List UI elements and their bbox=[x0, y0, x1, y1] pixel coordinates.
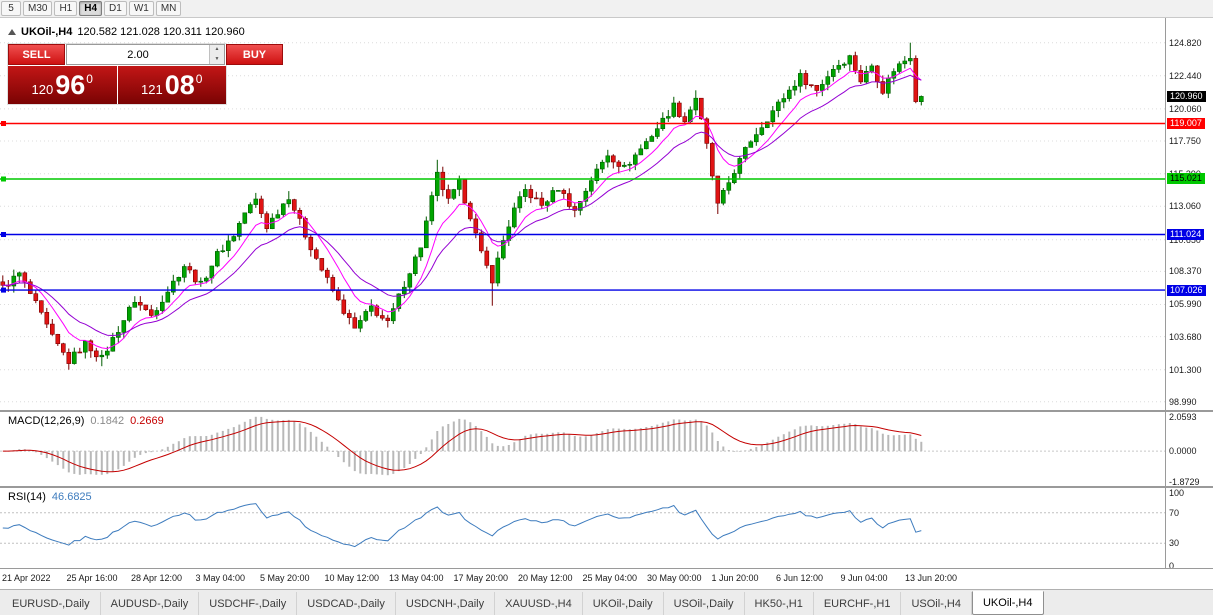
timeframe-button-d1[interactable]: D1 bbox=[104, 1, 127, 16]
timeframe-button-m30[interactable]: M30 bbox=[23, 1, 53, 16]
rsi-scale-label: 70 bbox=[1169, 507, 1180, 518]
time-label: 3 May 04:00 bbox=[195, 573, 246, 583]
volume-spinner: ▲ ▼ bbox=[209, 45, 224, 64]
rsi-value: 46.6825 bbox=[51, 491, 92, 503]
tab-xauusd-h4[interactable]: XAUUSD-,H4 bbox=[495, 592, 583, 615]
macd-scale-label: 2.0593 bbox=[1169, 412, 1197, 422]
buy-button[interactable]: BUY bbox=[226, 44, 283, 65]
price-tick: 105.990 bbox=[1169, 299, 1202, 310]
chart-tab-bar: EURUSD-,Daily AUDUSD-,Daily USDCHF-,Daily U… bbox=[0, 589, 1213, 615]
price-tick: 120.060 bbox=[1169, 103, 1202, 114]
time-label: 20 May 12:00 bbox=[518, 573, 573, 583]
volume-input[interactable] bbox=[67, 45, 209, 64]
macd-scale-label: -1.8729 bbox=[1169, 477, 1200, 488]
bid-ask-display: 120 96 0 121 08 0 bbox=[8, 66, 226, 104]
macd-name: MACD(12,26,9) bbox=[8, 415, 85, 427]
timeframe-button-mn[interactable]: MN bbox=[155, 1, 182, 16]
time-label: 17 May 20:00 bbox=[453, 573, 509, 583]
tab-usoil-h4[interactable]: USOil-,H4 bbox=[901, 592, 972, 615]
tab-ukoil-h4[interactable]: UKOil-,H4 bbox=[971, 591, 1044, 615]
time-label: 10 May 12:00 bbox=[324, 573, 380, 583]
rsi-label: RSI(14) 46.6825 bbox=[6, 491, 94, 503]
time-label: 13 May 04:00 bbox=[389, 573, 444, 583]
ask-prefix: 121 bbox=[141, 82, 163, 97]
time-label: 30 May 00:00 bbox=[647, 573, 702, 583]
macd-main-value: 0.1842 bbox=[90, 415, 125, 427]
bid-pip-digit: 0 bbox=[86, 71, 93, 86]
level-price-label: 107.026 bbox=[1167, 284, 1206, 296]
price-tick: 101.300 bbox=[1169, 364, 1202, 375]
bid-big-digits: 96 bbox=[55, 69, 86, 100]
tab-eurchf-h1[interactable]: EURCHF-,H1 bbox=[814, 592, 902, 615]
current-price-label: 120.960 bbox=[1167, 90, 1206, 102]
volume-increase-button[interactable]: ▲ bbox=[210, 45, 224, 55]
time-label: 28 Apr 12:00 bbox=[131, 573, 183, 583]
sell-button[interactable]: SELL bbox=[8, 44, 65, 65]
tab-usoil-daily[interactable]: USOil-,Daily bbox=[664, 592, 745, 615]
price-tick: 122.440 bbox=[1169, 70, 1202, 81]
price-chart-panel[interactable]: UKOil-,H4 120.582 121.028 120.311 120.96… bbox=[0, 18, 1213, 410]
time-label: 9 Jun 04:00 bbox=[840, 573, 888, 583]
ask-big-digits: 08 bbox=[164, 69, 195, 100]
macd-label: MACD(12,26,9) 0.1842 0.2669 bbox=[6, 415, 166, 427]
timeframe-button-w1[interactable]: W1 bbox=[128, 1, 154, 16]
time-label: 21 Apr 2022 bbox=[2, 573, 51, 583]
level-price-label: 111.024 bbox=[1167, 229, 1205, 241]
time-label: 1 Jun 20:00 bbox=[711, 573, 759, 583]
ask-pip-digit: 0 bbox=[195, 71, 203, 86]
chart-title: UKOil-,H4 120.582 121.028 120.311 120.96… bbox=[8, 26, 245, 38]
rsi-scale-label: 100 bbox=[1169, 488, 1185, 498]
time-label: 13 Jun 20:00 bbox=[905, 573, 958, 583]
time-label: 25 Apr 16:00 bbox=[66, 573, 118, 583]
bid-prefix: 120 bbox=[31, 82, 54, 97]
tab-usdcad-daily[interactable]: USDCAD-,Daily bbox=[297, 592, 396, 615]
timeframe-button-h1[interactable]: H1 bbox=[54, 1, 78, 16]
chart-marker-icon bbox=[8, 29, 16, 35]
macd-signal-value: 0.2669 bbox=[130, 415, 164, 427]
macd-scale-label: 0.0000 bbox=[1169, 446, 1197, 457]
timeframe-button-h4[interactable]: H4 bbox=[79, 1, 103, 16]
price-chart-canvas[interactable] bbox=[0, 18, 1165, 410]
tab-audusd-daily[interactable]: AUDUSD-,Daily bbox=[101, 592, 200, 615]
chart-ohlc-values: 120.582 121.028 120.311 120.960 bbox=[77, 26, 245, 38]
tab-usdcnh-daily[interactable]: USDCNH-,Daily bbox=[396, 592, 496, 615]
price-tick: 117.750 bbox=[1169, 136, 1201, 147]
price-scale-divider bbox=[1165, 18, 1166, 568]
time-label: 6 Jun 12:00 bbox=[776, 573, 824, 583]
time-label: 25 May 04:00 bbox=[582, 573, 638, 583]
macd-canvas[interactable] bbox=[0, 412, 1165, 486]
chart-symbol-period: UKOil-,H4 bbox=[21, 26, 73, 38]
tab-usdchf-daily[interactable]: USDCHF-,Daily bbox=[199, 592, 298, 615]
bid-price: 120 96 0 bbox=[8, 66, 117, 104]
rsi-name: RSI(14) bbox=[8, 491, 46, 503]
macd-indicator-panel[interactable]: MACD(12,26,9) 0.1842 0.2669 2.0593 0.0000… bbox=[0, 410, 1213, 488]
price-tick: 98.990 bbox=[1169, 396, 1197, 407]
price-tick: 124.820 bbox=[1169, 37, 1202, 48]
time-label: 5 May 20:00 bbox=[260, 573, 310, 583]
rsi-indicator-panel[interactable]: RSI(14) 46.6825 100 70 30 0 bbox=[0, 486, 1213, 571]
tab-ukoil-daily[interactable]: UKOil-,Daily bbox=[583, 592, 664, 615]
tab-hk50-h1[interactable]: HK50-,H1 bbox=[745, 592, 814, 615]
rsi-canvas[interactable] bbox=[0, 488, 1165, 568]
price-tick: 113.060 bbox=[1169, 201, 1201, 212]
price-tick: 103.680 bbox=[1169, 331, 1202, 342]
volume-decrease-button[interactable]: ▼ bbox=[210, 54, 224, 64]
timeframe-button-5[interactable]: 5 bbox=[1, 1, 21, 16]
rsi-scale-label: 30 bbox=[1169, 538, 1180, 549]
time-axis[interactable]: 21 Apr 2022 25 Apr 16:00 28 Apr 12:00 3 May… bbox=[0, 568, 1213, 589]
level-price-label: 119.007 bbox=[1167, 118, 1205, 130]
rsi-scale-label: 0 bbox=[1169, 561, 1175, 571]
volume-control: ▲ ▼ bbox=[66, 44, 225, 65]
ask-price: 121 08 0 bbox=[117, 66, 226, 104]
tab-eurusd-daily[interactable]: EURUSD-,Daily bbox=[2, 592, 101, 615]
level-price-label: 115.021 bbox=[1167, 173, 1205, 185]
price-tick: 108.370 bbox=[1169, 266, 1202, 277]
timeframe-toolbar: 5 M30 H1 H4 D1 W1 MN bbox=[0, 0, 1213, 18]
